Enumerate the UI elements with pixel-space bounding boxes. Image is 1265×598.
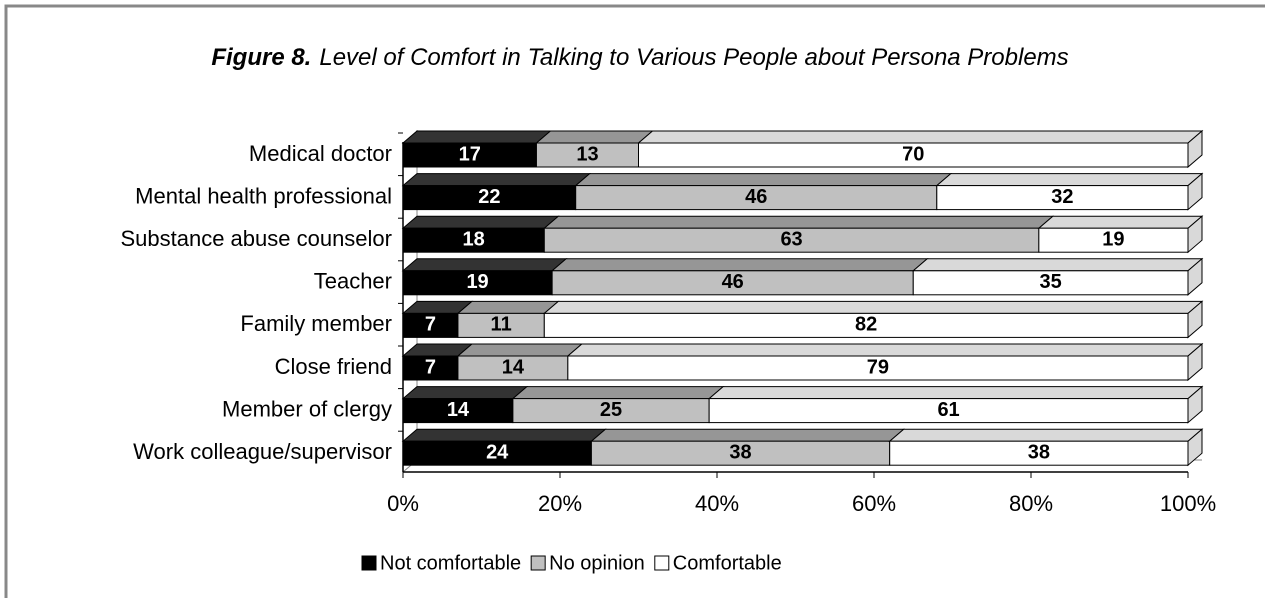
bar-top <box>401 130 552 144</box>
bar <box>402 440 592 466</box>
value-label: 11 <box>491 314 512 336</box>
bar-side <box>1187 300 1203 339</box>
bar <box>402 355 459 381</box>
bar-side <box>1187 172 1203 211</box>
legend-swatch <box>361 555 377 571</box>
bar-top <box>401 215 560 229</box>
bar-top <box>637 130 1204 144</box>
bar <box>512 398 710 424</box>
bar-top <box>535 130 654 144</box>
frame <box>4 4 1265 598</box>
bar <box>402 227 545 253</box>
y-tick-label: Mental health professional <box>135 183 392 208</box>
value-label: 19 <box>1102 228 1124 250</box>
value-label: 13 <box>576 143 598 165</box>
value-label: 18 <box>463 228 485 250</box>
value-label: 63 <box>780 228 802 250</box>
bar <box>402 270 553 296</box>
value-label: 38 <box>1028 441 1050 463</box>
value-label: 25 <box>600 399 622 421</box>
figure-label: Figure 8. <box>211 44 312 71</box>
bar-top <box>707 386 1204 400</box>
value-label: 32 <box>1051 186 1073 208</box>
bar-top <box>574 173 953 187</box>
bar-top <box>550 258 929 272</box>
bar <box>543 227 1040 253</box>
bar-top <box>1037 215 1204 229</box>
value-label: 61 <box>937 399 959 421</box>
bar <box>402 312 459 338</box>
value-label: 35 <box>1040 271 1062 293</box>
bar-top <box>935 173 1204 187</box>
value-label: 82 <box>855 314 877 336</box>
y-tick-label: Close friend <box>275 354 392 379</box>
bar-top <box>590 428 906 442</box>
legend-swatch <box>530 555 546 571</box>
x-tick-label: 40% <box>695 491 739 516</box>
bar-top <box>566 343 1204 357</box>
value-label: 7 <box>425 314 436 336</box>
value-label: 17 <box>459 143 481 165</box>
bar-side <box>1187 385 1203 424</box>
value-label: 7 <box>425 356 436 378</box>
value-label: 38 <box>729 441 751 463</box>
y-tick-label: Medical doctor <box>249 141 392 166</box>
bar-top <box>542 300 1204 314</box>
bar-side <box>1187 257 1203 296</box>
x-tick-label: 0% <box>387 491 419 516</box>
bar <box>638 142 1189 168</box>
legend-label: No opinion <box>549 552 645 574</box>
value-label: 46 <box>745 186 767 208</box>
chart-title: Level of Comfort in Talking to Various P… <box>319 44 1069 71</box>
bar-top <box>456 300 560 314</box>
bar-side <box>1187 428 1203 467</box>
value-label: 46 <box>722 271 744 293</box>
x-tick-label: 20% <box>538 491 582 516</box>
bar <box>457 312 545 338</box>
y-tick-label: Family member <box>240 311 392 336</box>
bar <box>402 185 577 211</box>
bar <box>535 142 640 168</box>
value-label: 22 <box>478 186 500 208</box>
legend-label: Comfortable <box>673 552 782 574</box>
bar-side <box>1187 342 1203 382</box>
y-tick-label: Member of clergy <box>222 396 392 421</box>
bar-side <box>1187 215 1203 254</box>
bar <box>402 398 514 424</box>
bar-top <box>911 258 1204 272</box>
bar-top <box>511 386 725 400</box>
bar <box>590 440 891 466</box>
value-label: 19 <box>466 271 488 293</box>
value-label: 79 <box>867 356 889 378</box>
bar-top <box>401 258 568 272</box>
value-label: 14 <box>502 356 525 378</box>
value-label: 14 <box>447 399 470 421</box>
legend-swatch <box>654 555 670 571</box>
bar <box>912 270 1189 296</box>
y-tick-label: Substance abuse counselor <box>120 226 392 251</box>
y-tick-label: Teacher <box>314 269 392 294</box>
bar-top <box>401 428 607 442</box>
x-tick-label: 100% <box>1160 491 1216 516</box>
bar-side <box>1187 129 1203 169</box>
bar-top <box>542 215 1055 229</box>
bar-top <box>456 343 584 357</box>
legend-label: Not comfortable <box>380 552 521 574</box>
bar <box>708 398 1189 424</box>
bar <box>402 142 537 168</box>
bar-top <box>888 428 1204 442</box>
bar-top <box>401 173 592 187</box>
bar-top <box>401 386 529 400</box>
x-tick-label: 80% <box>1009 491 1053 516</box>
bar <box>567 355 1189 381</box>
value-label: 70 <box>902 143 924 165</box>
x-tick-label: 60% <box>852 491 896 516</box>
chart-title-block: Figure 8. Level of Comfort in Talking to … <box>140 44 1140 72</box>
bar <box>551 270 914 296</box>
value-label: 24 <box>486 441 509 463</box>
y-tick-label: Work colleague/supervisor <box>133 439 392 464</box>
